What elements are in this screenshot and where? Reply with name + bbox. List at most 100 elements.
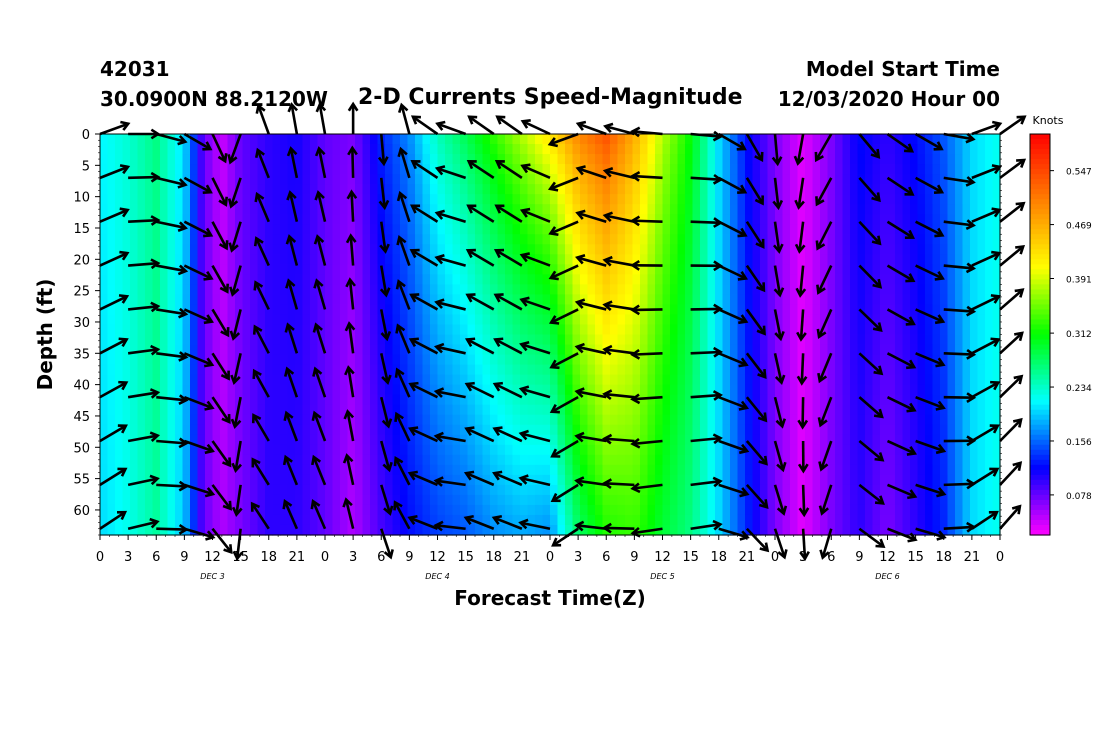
heatmap-cell [490,374,499,386]
heatmap-cell [955,424,964,436]
heatmap-cell [955,414,964,426]
heatmap-cell [520,324,529,336]
heatmap-cell [340,464,349,476]
heatmap-cell [362,324,371,336]
heatmap-cell [475,264,484,275]
heatmap-cell [272,274,281,285]
heatmap-cell [220,274,229,285]
heatmap-cell [677,504,686,516]
heatmap-cell [752,434,761,446]
heatmap-cell [452,454,461,466]
heatmap-cell [595,414,604,426]
heatmap-cell [662,364,671,376]
heatmap-cell [377,254,386,265]
heatmap-cell [872,494,881,506]
heatmap-cell [167,484,176,496]
heatmap-cell [272,524,281,536]
heatmap-cell [872,254,881,265]
heatmap-cell [812,384,821,396]
heatmap-cell [197,244,206,255]
heatmap-cell [647,504,656,516]
heatmap-cell [317,414,326,426]
heatmap-cell [602,384,611,396]
heatmap-cell [805,264,814,275]
heatmap-cell [557,324,566,336]
heatmap-cell [835,354,844,366]
heatmap-cell [730,134,739,145]
heatmap-cell [175,154,184,165]
heatmap-cell [227,484,236,496]
heatmap-cell [235,424,244,436]
heatmap-cell [505,444,514,456]
heatmap-cell [415,404,424,416]
heatmap-cell [655,404,664,416]
heatmap-cell [107,374,116,386]
heatmap-cell [407,494,416,506]
heatmap-cell [692,474,701,486]
heatmap-cell [100,494,109,506]
heatmap-cell [100,154,109,165]
heatmap-cell [692,244,701,255]
heatmap-cell [790,434,799,446]
heatmap-cell [850,314,859,326]
heatmap-cell [557,524,566,536]
heatmap-cell [167,454,176,466]
heatmap-cell [557,244,566,255]
heatmap-cell [302,374,311,386]
heatmap-cell [940,524,949,536]
heatmap-cell [722,494,731,506]
heatmap-cell [587,324,596,336]
heatmap-cell [917,364,926,376]
heatmap-cell [415,454,424,466]
heatmap-cell [535,204,544,215]
heatmap-cell [872,304,881,316]
heatmap-cell [377,514,386,526]
heatmap-cell [452,374,461,386]
heatmap-cell [595,374,604,386]
heatmap-cell [677,394,686,406]
heatmap-cell [745,504,754,516]
heatmap-cell [527,374,536,386]
heatmap-cell [632,284,641,296]
heatmap-cell [482,154,491,165]
heatmap-cell [850,494,859,506]
heatmap-cell [992,384,1001,396]
vector-head [220,370,230,381]
heatmap-cell [902,424,911,436]
heatmap-cell [572,244,581,255]
heatmap-cell [520,344,529,356]
heatmap-cell [325,324,334,336]
heatmap-cell [730,384,739,396]
heatmap-cell [415,414,424,426]
heatmap-cell [302,224,311,235]
heatmap-cell [265,204,274,215]
heatmap-cell [835,324,844,336]
heatmap-cell [752,504,761,516]
heatmap-cell [437,414,446,426]
heatmap-cell [610,194,619,205]
heatmap-cell [857,164,866,175]
heatmap-cell [910,494,919,506]
heatmap-cell [520,144,529,155]
heatmap-cell [535,414,544,426]
heatmap-cell [970,504,979,516]
heatmap-cell [715,294,724,306]
heatmap-cell [145,144,154,155]
heatmap-cell [692,424,701,436]
heatmap-cell [332,204,341,215]
heatmap-cell [565,314,574,326]
heatmap-cell [760,224,769,235]
heatmap-cell [272,184,281,195]
heatmap-cell [955,374,964,386]
heatmap-cell [475,204,484,215]
heatmap-cell [760,484,769,496]
heatmap-cell [310,304,319,316]
heatmap-cell [370,134,379,145]
heatmap-cell [707,524,716,536]
heatmap-cell [332,334,341,346]
heatmap-cell [602,204,611,215]
heatmap-cell [955,484,964,496]
heatmap-cell [542,374,551,386]
heatmap-cell [265,334,274,346]
heatmap-cell [100,324,109,336]
